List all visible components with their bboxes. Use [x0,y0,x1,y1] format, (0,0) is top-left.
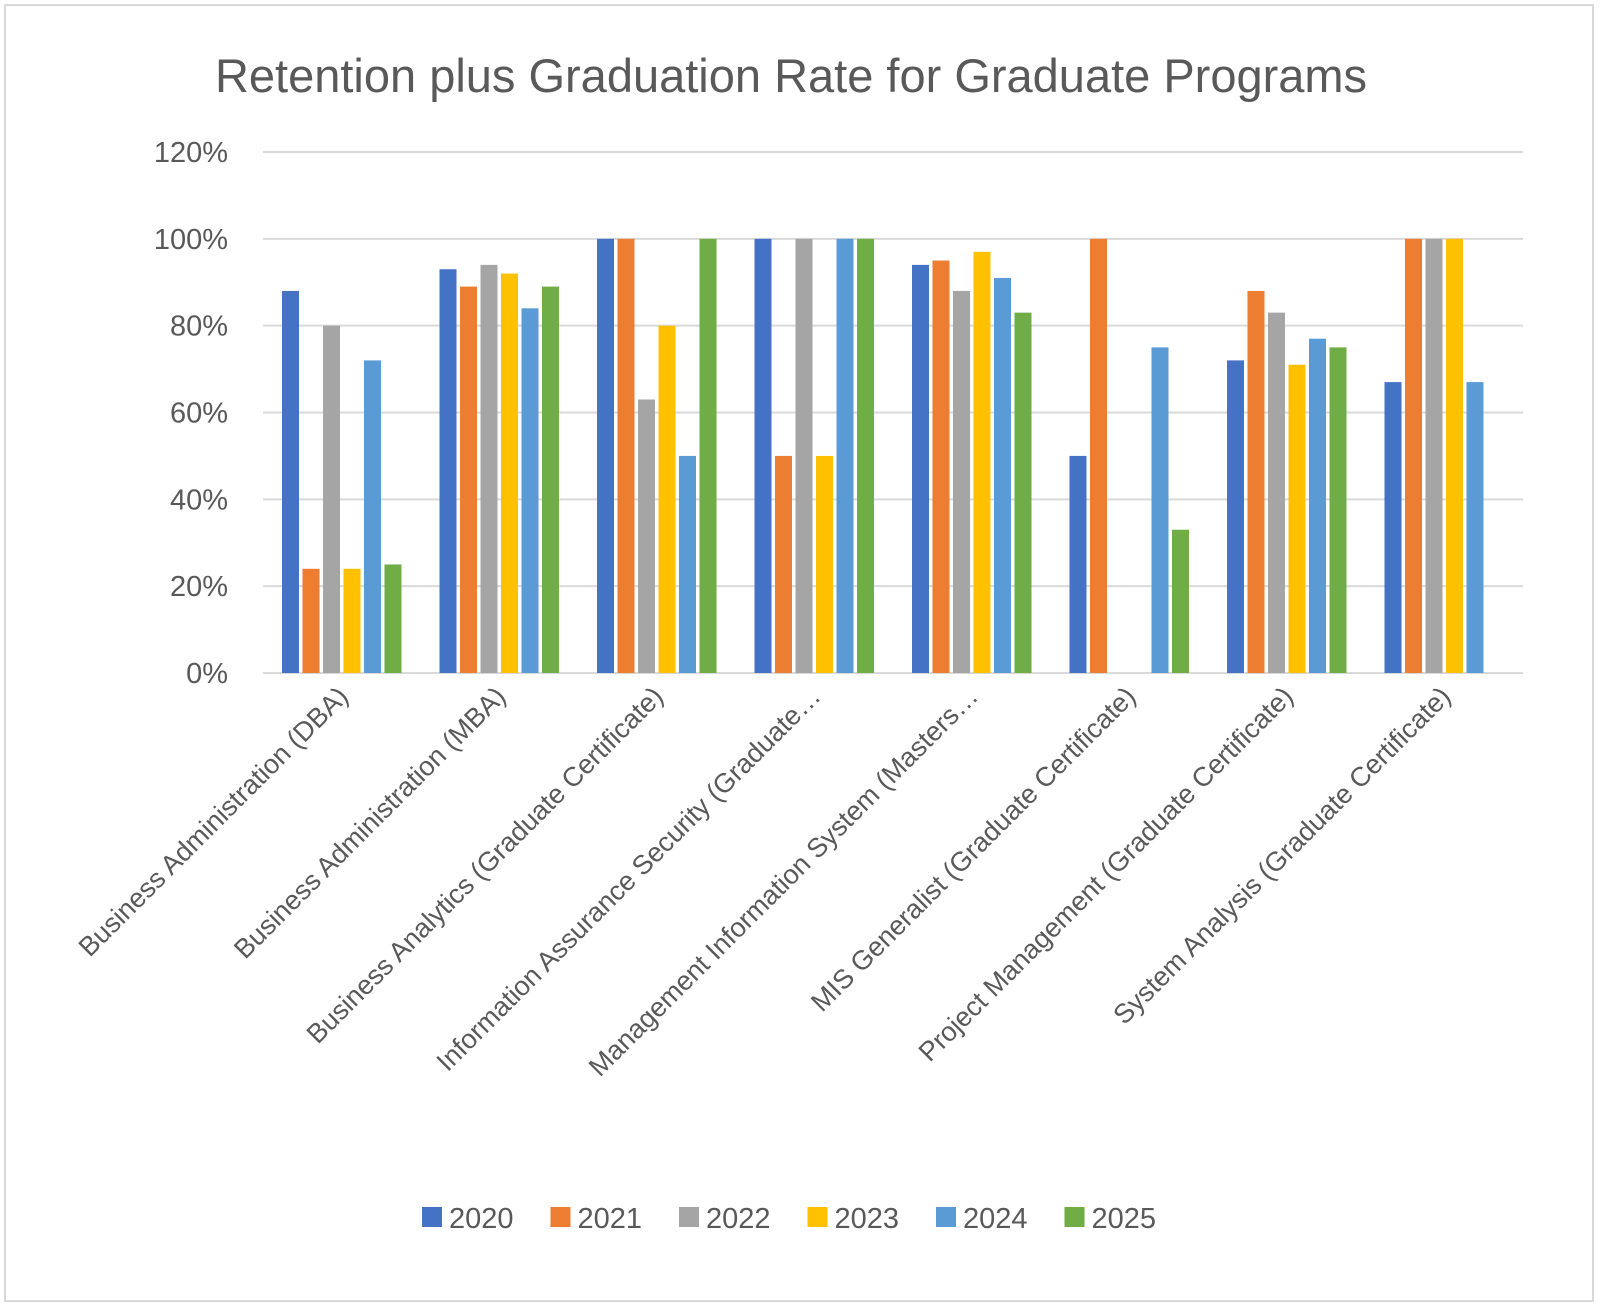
bar [1268,312,1285,673]
bar [542,286,559,673]
bar [302,568,320,673]
y-tick-label: 40% [170,484,228,516]
bar [857,238,874,674]
x-category-label: System Analysis (Graduate Certificate) [1107,681,1456,1030]
bar [1466,382,1484,673]
bar [1405,238,1422,674]
bar [480,264,498,673]
legend-swatch [1064,1207,1085,1227]
legend-label: 2024 [963,1203,1028,1235]
bar [1288,364,1306,673]
legend-swatch [422,1207,442,1227]
legend-label: 2023 [835,1203,900,1235]
y-tick-label: 60% [170,398,228,430]
bar [1090,238,1107,674]
bar [1309,338,1326,673]
x-category-label: Business Analytics (Graduate Certificate… [301,681,669,1049]
y-tick-label: 120% [154,137,228,169]
y-tick-label: 0% [186,658,228,690]
bar [1384,382,1402,673]
bar-chart: Retention plus Graduation Rate for Gradu… [73,49,1523,1235]
bar [912,264,929,673]
bar [501,273,518,673]
x-axis-categories: Business Administration (DBA)Business Ad… [73,681,1457,1082]
bar [679,455,696,673]
bar [1227,360,1244,673]
x-category-label: MIS Generalist (Graduate Certificate) [805,681,1141,1017]
bar [1247,290,1265,673]
chart-frame: Retention plus Graduation Rate for Gradu… [4,4,1594,1302]
x-category-label: Business Administration (DBA) [73,681,354,962]
bar [775,455,792,673]
bar [323,325,340,673]
bar [617,238,635,674]
bar [343,568,361,673]
y-axis-ticks: 0% 20% 40% 60% 80% 100% 120% [154,137,228,690]
legend-label: 2020 [449,1203,514,1235]
bar [1069,455,1087,673]
bar [638,399,655,673]
bar [384,564,402,673]
legend-label: 2021 [578,1203,643,1235]
bar [973,251,991,673]
bars [282,238,1484,674]
legend-label: 2022 [706,1203,771,1235]
bar [282,290,299,673]
bar [699,238,717,674]
x-category-label: Business Administration (MBA) [228,681,511,964]
y-tick-label: 100% [154,224,228,256]
bar [932,260,950,673]
bar [460,286,477,673]
bar [836,238,854,674]
bar [521,308,539,673]
legend-label: 2025 [1092,1203,1157,1235]
bar [1446,238,1463,674]
bar [1014,312,1032,673]
bar [1425,238,1443,674]
legend-swatch [679,1207,699,1227]
legend-swatch [550,1207,571,1227]
bar [364,360,381,673]
legend-swatch [807,1207,828,1227]
bar [816,455,833,673]
bar [439,269,457,673]
y-tick-label: 80% [170,311,228,343]
bar [658,325,676,673]
bar [953,290,970,673]
legend: 2020 2021 2022 2023 2024 2025 [422,1203,1156,1235]
legend-swatch [936,1207,956,1227]
bar [597,238,614,674]
bar [795,238,813,674]
bar [1151,347,1169,673]
bar [754,238,772,674]
bar [1172,529,1189,673]
chart-title: Retention plus Graduation Rate for Gradu… [215,49,1367,102]
bar [994,277,1011,673]
y-tick-label: 20% [170,571,228,603]
bar [1329,347,1347,673]
